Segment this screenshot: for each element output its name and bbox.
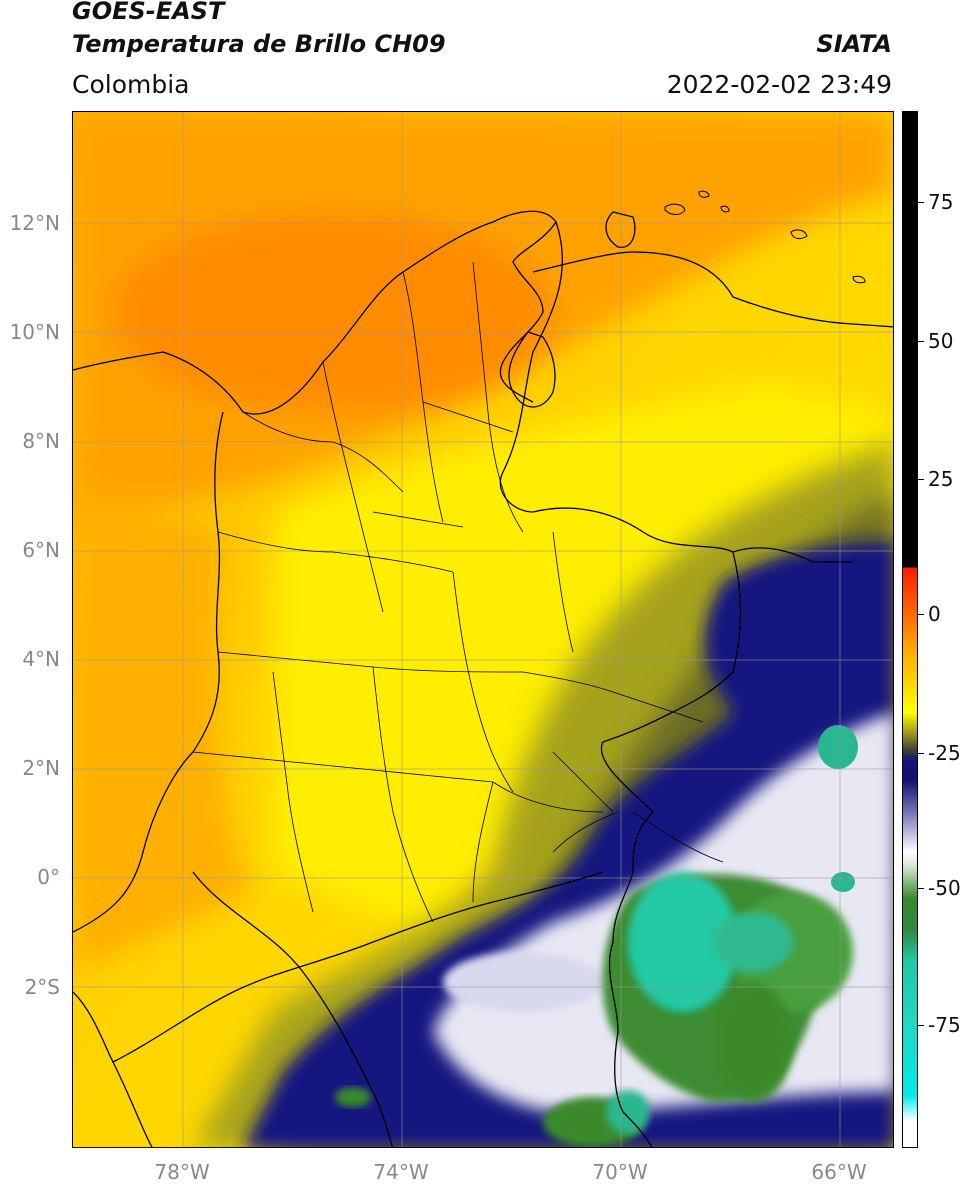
colorbar-tick-50	[918, 341, 924, 342]
field-green-south2	[713, 982, 793, 1102]
map-canvas	[73, 112, 893, 1147]
colorbar-label-75: 75	[928, 190, 954, 214]
coastline-borders	[73, 210, 893, 1147]
field-orange-core	[113, 212, 553, 412]
border-col-brazil	[609, 811, 654, 1147]
field-teal-east2	[831, 872, 855, 892]
lat-label-2n: 2°N	[22, 756, 60, 780]
lon-label-78w: 78°W	[154, 1160, 210, 1184]
colorbar-label-minus25: -25	[928, 741, 961, 765]
lon-label-66w: 66°W	[811, 1160, 867, 1184]
islands	[664, 190, 866, 284]
colorbar-label-minus50: -50	[928, 876, 961, 900]
field-teal-core	[628, 872, 738, 1012]
field-teal-core2	[713, 912, 793, 972]
field-teal-south	[606, 1090, 650, 1134]
coastline-venezuela	[532, 251, 893, 328]
lat-label-2s: 2°S	[24, 975, 60, 999]
colorbar-tick-minus50	[918, 888, 924, 889]
satellite-map	[72, 111, 894, 1148]
lon-label-74w: 74°W	[373, 1160, 429, 1184]
colorbar-tick-0	[918, 614, 924, 615]
colorbar-tick-25	[918, 479, 924, 480]
colorbar-tick-minus25	[918, 753, 924, 754]
colorbar-label-25: 25	[928, 467, 954, 491]
field-white-patch	[443, 952, 603, 1012]
colorbar-label-0: 0	[928, 602, 941, 626]
colorbar-label-50: 50	[928, 329, 954, 353]
field-orange-west	[73, 492, 253, 972]
colorbar-tick-75	[918, 202, 924, 203]
coastline-pacific	[73, 411, 224, 933]
lon-label-70w: 70°W	[592, 1160, 648, 1184]
organization-label: SIATA	[816, 30, 892, 58]
colorbar-label-minus75: -75	[928, 1013, 961, 1037]
title-line-2: Temperatura de Brillo CH09	[72, 30, 446, 58]
lat-label-10n: 10°N	[9, 320, 60, 344]
lake-maracaibo	[508, 331, 556, 408]
region-label: Colombia	[72, 70, 190, 99]
border-col-peru-ecuador	[112, 871, 604, 1063]
lat-label-4n: 4°N	[22, 647, 60, 671]
lat-label-8n: 8°N	[22, 429, 60, 453]
border-ecuador-peru	[192, 871, 394, 1147]
border-col-ven	[499, 221, 853, 563]
datetime-label: 2022-02-02 23:49	[666, 70, 892, 99]
colorbar-tick-minus75	[918, 1025, 924, 1026]
field-green-small	[335, 1087, 371, 1107]
lat-label-0: 0°	[37, 865, 60, 889]
coastline-paraguana	[605, 211, 636, 248]
lat-label-12n: 12°N	[9, 211, 60, 235]
colorbar	[902, 111, 918, 1148]
title-line-1: GOES-EAST	[72, 0, 225, 25]
graticule	[73, 112, 893, 1147]
field-teal-east1	[818, 725, 858, 769]
lat-label-6n: 6°N	[22, 538, 60, 562]
coastline-caribbean	[73, 210, 557, 415]
department-lines	[192, 261, 724, 923]
